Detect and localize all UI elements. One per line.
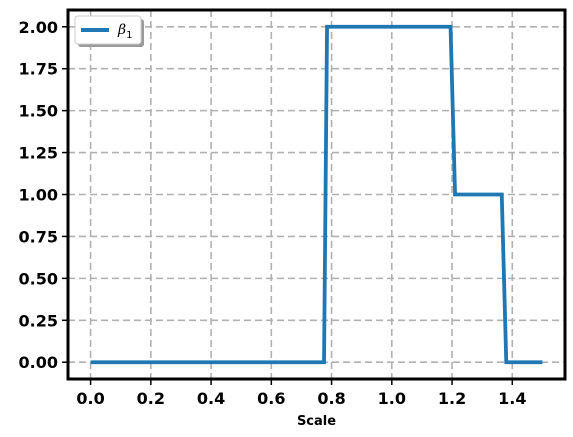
y-tick-label: 0.50	[19, 269, 58, 288]
y-tick-label: 0.00	[19, 353, 58, 372]
x-axis-title: Scale	[297, 414, 336, 429]
y-tick-label: 1.25	[19, 144, 58, 163]
y-tick-label: 2.00	[19, 18, 58, 37]
series-layer	[90, 24, 543, 365]
series-line-beta1	[90, 24, 543, 365]
y-tick-label: 1.75	[19, 60, 58, 79]
legend: β1	[74, 15, 144, 47]
x-tick-label: 0.0	[76, 389, 104, 408]
y-tick-label: 0.25	[19, 311, 58, 330]
y-tick-label: 1.00	[19, 186, 58, 205]
x-tick-label: 1.4	[498, 389, 526, 408]
y-tick-label: 0.75	[19, 227, 58, 246]
x-tick-label: 1.2	[438, 389, 466, 408]
x-tick-label: 0.2	[137, 389, 165, 408]
tick-layer: 0.0 0.2 0.4 0.6 0.8 1.0 1.2 1.4 0.00 0.25 0.50 0.75…	[19, 18, 527, 408]
y-tick-label: 1.50	[19, 102, 58, 121]
legend-label-beta1: β1	[117, 22, 132, 41]
x-tick-label: 0.6	[257, 389, 285, 408]
x-tick-label: 0.4	[197, 389, 225, 408]
x-tick-label: 0.8	[317, 389, 345, 408]
legend-subscript: 1	[126, 30, 132, 41]
legend-symbol: β	[117, 22, 126, 38]
x-tick-label: 1.0	[378, 389, 406, 408]
